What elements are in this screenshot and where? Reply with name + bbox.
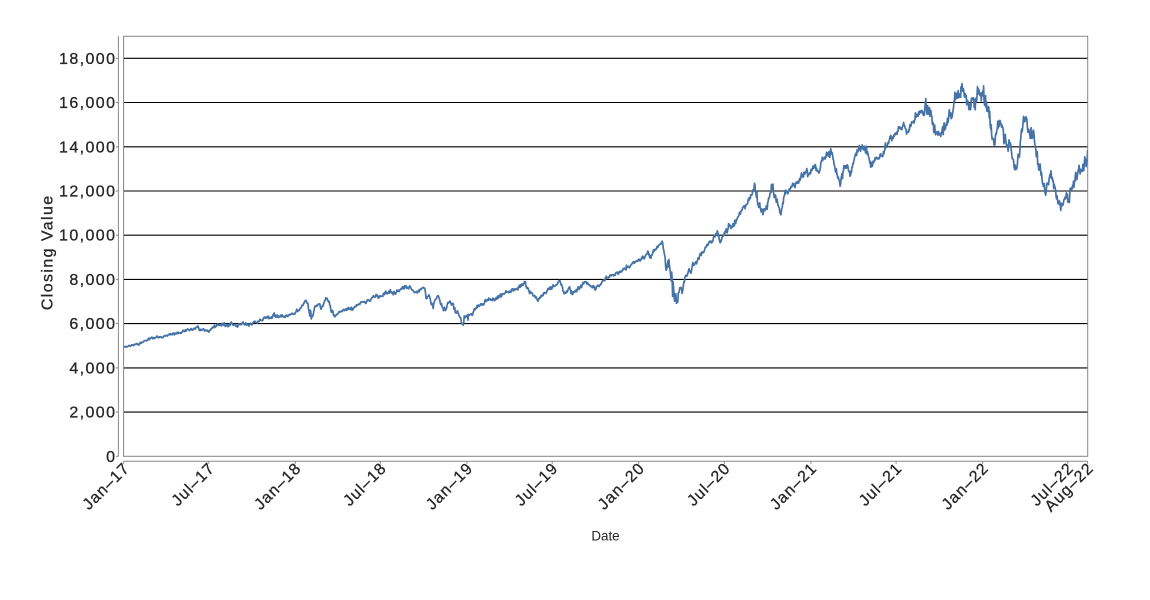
svg-text:12,000: 12,000: [59, 184, 116, 201]
svg-text:18,000: 18,000: [59, 51, 116, 68]
svg-text:16,000: 16,000: [59, 95, 116, 112]
svg-text:Closing Value: Closing Value: [39, 194, 56, 310]
svg-text:6,000: 6,000: [69, 316, 116, 333]
svg-text:4,000: 4,000: [69, 360, 116, 377]
svg-text:2,000: 2,000: [69, 405, 116, 422]
svg-text:Date: Date: [591, 528, 619, 543]
svg-text:0: 0: [106, 449, 116, 466]
svg-text:14,000: 14,000: [59, 139, 116, 156]
svg-text:8,000: 8,000: [69, 272, 116, 289]
svg-text:10,000: 10,000: [59, 228, 116, 245]
